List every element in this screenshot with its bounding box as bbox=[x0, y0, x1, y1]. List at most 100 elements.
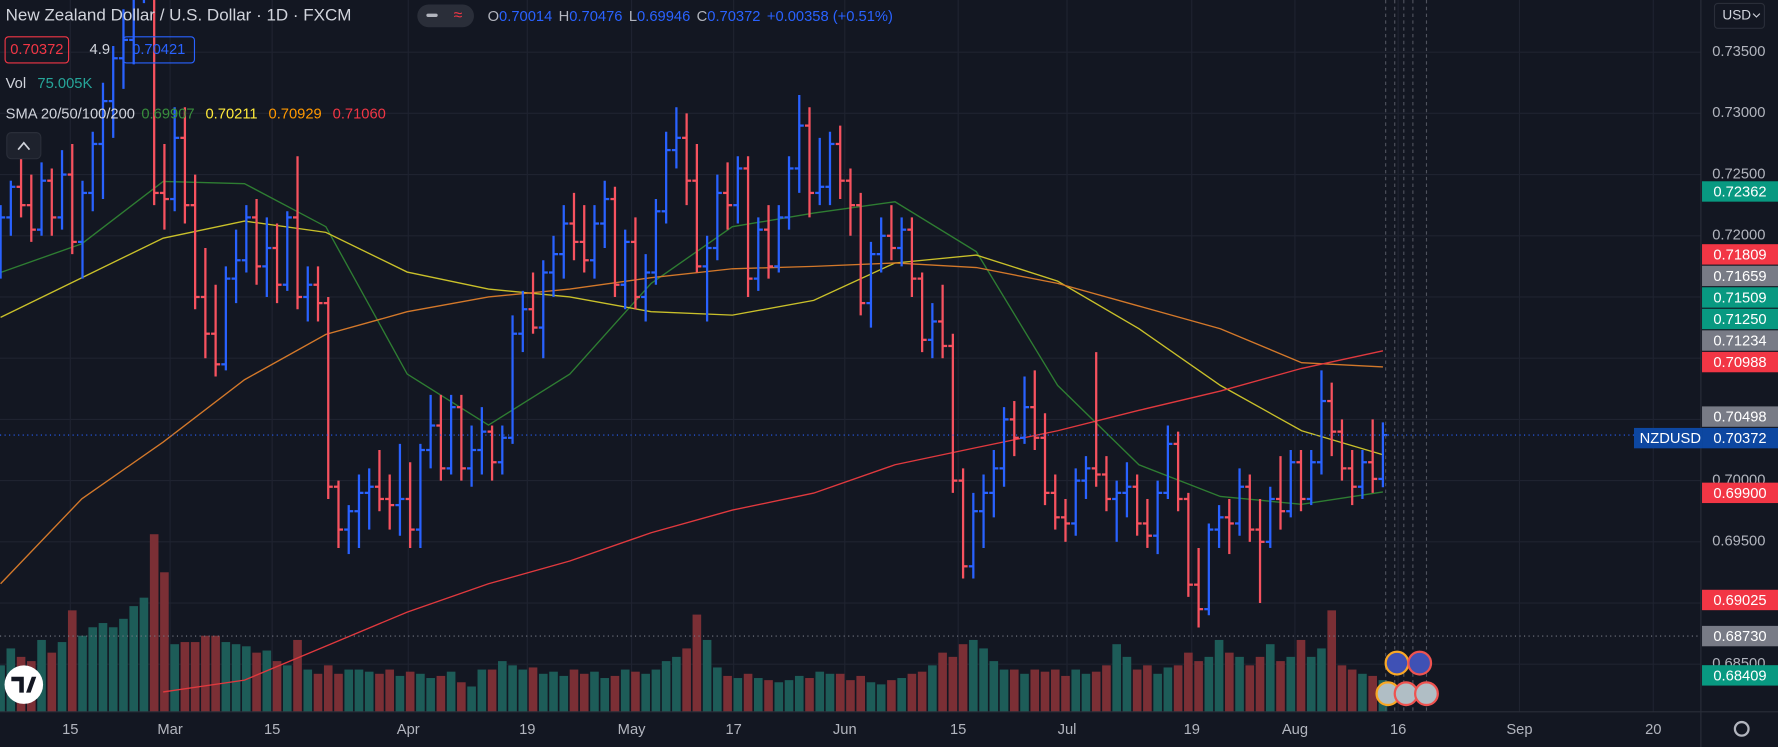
volume-bar bbox=[88, 627, 98, 712]
volume-bar bbox=[631, 671, 640, 712]
currency-button[interactable] bbox=[1713, 2, 1765, 29]
volume-bar bbox=[1050, 669, 1060, 712]
ohlc-bar bbox=[456, 394, 466, 481]
volume-bar bbox=[887, 680, 896, 712]
ohlc-bar bbox=[620, 229, 630, 310]
volume-bar bbox=[426, 678, 435, 712]
volume-bar bbox=[969, 639, 978, 712]
x-tick-label: 15 bbox=[62, 722, 78, 738]
sma-title: SMA 20/50/100/200 bbox=[6, 106, 135, 122]
ohlc-bar bbox=[1347, 450, 1357, 506]
ohlc-letter: L bbox=[629, 9, 637, 25]
sell-price[interactable]: 0.70372 bbox=[10, 42, 63, 58]
ohlc-bar bbox=[794, 94, 804, 193]
volume-bar bbox=[897, 678, 906, 712]
price-badge-label: 0.69900 bbox=[1713, 486, 1766, 502]
ohlc-bar bbox=[917, 272, 927, 353]
volume-bar bbox=[794, 675, 804, 712]
ohlc-bar bbox=[538, 260, 548, 359]
volume-bar bbox=[395, 675, 405, 712]
ohlc-bar bbox=[927, 303, 937, 359]
volume-bar bbox=[1122, 656, 1132, 712]
ohlc-bar bbox=[1327, 382, 1337, 457]
volume-bar bbox=[1358, 673, 1367, 712]
volume-bar bbox=[876, 684, 886, 712]
volume-bar bbox=[764, 680, 773, 712]
ohlc-bar bbox=[764, 205, 774, 279]
sell-button[interactable] bbox=[4, 36, 70, 64]
buy-price[interactable]: 0.70421 bbox=[132, 42, 185, 58]
ohlc-bar bbox=[354, 474, 364, 548]
x-tick-label: 20 bbox=[1645, 722, 1661, 738]
ohlc-bar bbox=[323, 296, 333, 499]
volume-bar bbox=[1368, 675, 1377, 712]
price-badge-label: 0.68730 bbox=[1713, 629, 1766, 645]
ohlc-bar bbox=[712, 174, 722, 261]
ohlc-bar bbox=[1091, 352, 1101, 487]
volume-bar bbox=[508, 665, 517, 712]
volume-bar bbox=[538, 673, 548, 712]
ohlc-bar bbox=[815, 137, 825, 206]
ohlc-bar bbox=[518, 290, 528, 353]
volume-bar bbox=[303, 669, 313, 712]
ohlc-bar bbox=[1214, 505, 1224, 548]
volume-bar bbox=[1214, 639, 1224, 712]
volume-bar bbox=[231, 644, 241, 712]
volume-bar bbox=[907, 673, 917, 712]
ohlc-bar bbox=[395, 443, 405, 536]
volume-bar bbox=[774, 682, 784, 712]
price-badge bbox=[1702, 665, 1778, 686]
ohlc-bar bbox=[1153, 480, 1163, 555]
volume-bar bbox=[1306, 656, 1316, 712]
ohlc-bar bbox=[252, 199, 262, 285]
ohlc-bar bbox=[467, 425, 477, 487]
ohlc-bar bbox=[1019, 376, 1030, 444]
volume-bar bbox=[252, 652, 261, 712]
ohlc-bar bbox=[1245, 474, 1255, 542]
ohlc-bar bbox=[415, 443, 425, 548]
volume-bar bbox=[108, 627, 118, 712]
price-badge bbox=[1702, 265, 1778, 287]
volume-bar bbox=[385, 669, 394, 712]
ohlc-bar bbox=[1060, 498, 1071, 542]
volume-bar bbox=[1081, 673, 1091, 712]
currency-label[interactable]: USD bbox=[1722, 7, 1751, 22]
collapse-button[interactable] bbox=[6, 132, 42, 160]
volume-value: 75.005K bbox=[37, 76, 92, 92]
volume-bar bbox=[1194, 661, 1203, 712]
volume-bar bbox=[1061, 675, 1070, 712]
ohlc-bar bbox=[1132, 474, 1142, 536]
volume-bar bbox=[446, 671, 456, 712]
buy-button[interactable] bbox=[122, 36, 196, 64]
volume-bar bbox=[866, 682, 876, 712]
event-icon[interactable] bbox=[1384, 650, 1410, 676]
settings-icon[interactable] bbox=[1733, 720, 1750, 737]
ohlc-bar bbox=[907, 217, 917, 297]
volume-title: Vol bbox=[6, 76, 26, 92]
event-icon[interactable] bbox=[1414, 681, 1439, 707]
price-badge bbox=[1702, 330, 1778, 351]
event-icons[interactable] bbox=[1375, 650, 1439, 707]
sma-legend: SMA 20/50/100/200 0.69907 0.70211 0.7092… bbox=[6, 106, 386, 122]
ohlc-bar bbox=[1030, 370, 1040, 451]
y-tick-label: 0.73000 bbox=[1712, 105, 1765, 121]
ohlc-bar bbox=[651, 199, 661, 285]
volume-bar bbox=[590, 671, 599, 712]
collapse-icon bbox=[17, 141, 31, 151]
ohlc-bar bbox=[1122, 462, 1132, 518]
ohlc-bar bbox=[1112, 480, 1122, 542]
sma-value: 0.69907 bbox=[141, 106, 194, 122]
price-badge bbox=[1702, 589, 1778, 611]
volume-bar bbox=[784, 680, 794, 712]
x-tick-label: 15 bbox=[950, 722, 966, 738]
ohlc-value: 0.70372 bbox=[707, 9, 760, 25]
y-tick-label: 0.72500 bbox=[1712, 166, 1765, 182]
price-badge bbox=[1702, 625, 1778, 647]
ohlc-bar bbox=[385, 474, 395, 530]
event-icon[interactable] bbox=[1407, 650, 1433, 676]
volume-bar bbox=[221, 642, 231, 712]
visibility-toggle[interactable] bbox=[417, 4, 474, 28]
volume-bar bbox=[579, 673, 589, 712]
volume-bar bbox=[344, 669, 354, 712]
